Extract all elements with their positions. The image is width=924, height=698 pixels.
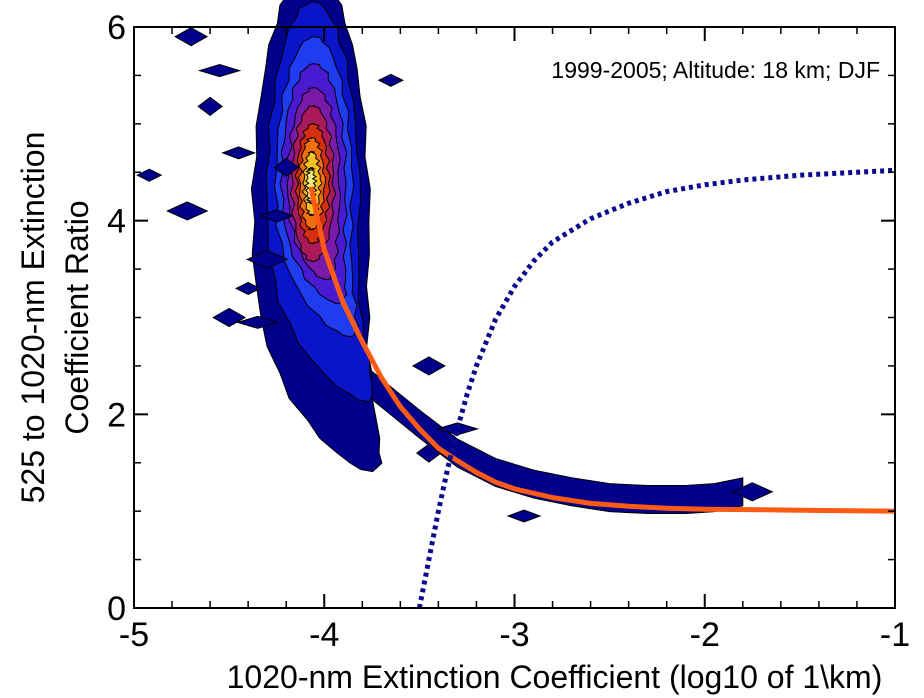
contour-tail: [371, 370, 744, 515]
series-line-1: [308, 186, 896, 514]
outlier-blob: [221, 146, 257, 160]
plot-frame: [133, 26, 896, 609]
outlier-blob: [273, 157, 300, 178]
outlier-blob: [166, 201, 209, 221]
outlier-blob: [731, 482, 774, 502]
outlier-blob: [197, 96, 223, 117]
outlier-blob: [435, 422, 480, 436]
annotation-text: 1999-2005; Altitude: 18 km; DJF: [551, 57, 880, 83]
outlier-blob: [245, 249, 289, 269]
y-tick-label: 0: [107, 590, 126, 628]
outlier-blob: [377, 73, 404, 87]
y-tick-label: 6: [107, 9, 126, 47]
y-axis-title-line1: 525 to 1020-nm Extinction: [15, 132, 51, 504]
outlier-blob: [235, 315, 280, 329]
x-tick-label: -5: [119, 616, 149, 654]
x-tick-label: -1: [880, 616, 910, 654]
y-tick-label: 4: [107, 203, 126, 241]
outlier-blob: [212, 307, 247, 328]
series-lines: [308, 167, 896, 609]
outlier-blob: [411, 356, 446, 376]
contour-region: [250, 0, 744, 515]
y-tick-label: 2: [107, 396, 126, 434]
outlier-blob: [174, 27, 209, 47]
outlier-blob: [235, 281, 262, 296]
outlier-blob: [506, 509, 542, 523]
outlier-blobs: [136, 27, 774, 523]
outlier-blob: [259, 209, 295, 223]
x-axis-title: 1020-nm Extinction Coefficient (log10 of…: [227, 659, 883, 695]
x-tick-label: -3: [499, 616, 529, 654]
x-tick-label: -4: [309, 616, 339, 654]
y-axis-title-line2: Coefficient Ratio: [59, 200, 95, 434]
outlier-blob: [197, 64, 242, 78]
x-tick-label: -2: [690, 616, 720, 654]
series-line-2: [416, 167, 896, 609]
axis-ticks: -5 -4 -3 -2 -1 0 2 4 6: [107, 9, 910, 654]
outlier-blob: [136, 168, 163, 182]
outlier-blob: [416, 443, 442, 463]
